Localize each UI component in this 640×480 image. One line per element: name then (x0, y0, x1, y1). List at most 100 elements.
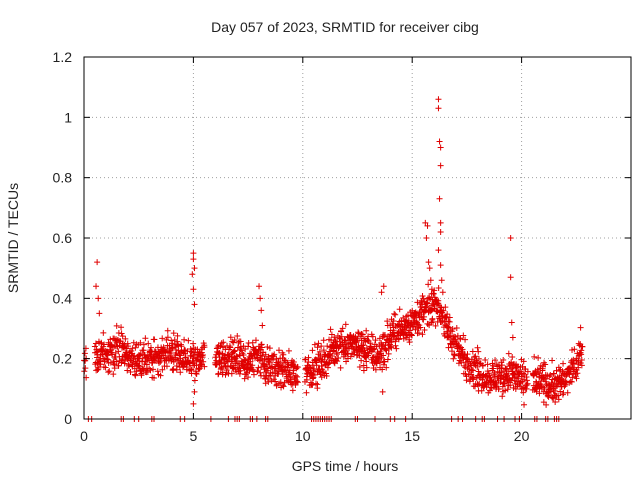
data-point (142, 335, 149, 342)
data-point (420, 295, 427, 302)
data-point (257, 369, 264, 376)
data-point (573, 375, 580, 382)
y-tick-label: 0.4 (53, 290, 73, 306)
data-point-peak (258, 307, 265, 314)
data-point (227, 344, 234, 351)
data-point (507, 382, 514, 389)
data-point (137, 339, 144, 346)
data-point (365, 350, 372, 357)
data-point (129, 361, 136, 368)
data-point (196, 366, 203, 373)
data-point (81, 350, 88, 357)
data-point-peak (191, 301, 198, 308)
data-point (452, 333, 459, 340)
data-point (135, 362, 142, 369)
data-point (531, 353, 538, 360)
data-point (265, 365, 272, 372)
data-point (388, 344, 395, 351)
data-point (513, 364, 520, 371)
data-point (542, 361, 549, 368)
data-point (520, 358, 527, 365)
data-point-peak (507, 235, 514, 241)
data-point (294, 364, 301, 371)
data-point-peak (257, 295, 264, 302)
data-point (543, 401, 550, 408)
data-point (363, 327, 370, 334)
data-point (91, 343, 98, 350)
data-point-peak (190, 256, 197, 263)
data-point (175, 342, 182, 349)
data-point (435, 284, 442, 291)
data-point (174, 332, 181, 339)
data-point (444, 323, 451, 330)
data-point (484, 361, 491, 368)
data-point (578, 347, 585, 354)
data-point (523, 382, 530, 389)
data-point (462, 336, 469, 343)
data-point (94, 366, 101, 373)
x-tick-label: 20 (514, 428, 530, 444)
data-point (274, 359, 281, 366)
data-point (569, 374, 576, 381)
data-point (115, 362, 122, 369)
data-point (564, 389, 571, 396)
data-point (381, 358, 388, 365)
data-point (170, 366, 177, 373)
data-point (128, 348, 135, 355)
data-point (272, 378, 279, 385)
y-tick-label: 0.6 (53, 230, 73, 246)
data-point (578, 362, 585, 369)
data-point (104, 356, 111, 363)
data-point (463, 377, 470, 384)
data-point (234, 333, 241, 340)
data-point (187, 366, 194, 373)
data-point (323, 372, 330, 379)
data-point (538, 383, 545, 390)
data-point (118, 324, 125, 331)
data-point (249, 339, 256, 346)
data-point (181, 347, 188, 354)
data-point (271, 351, 278, 358)
data-point (199, 354, 206, 361)
data-point (168, 337, 175, 344)
data-point (396, 306, 403, 313)
data-point (103, 355, 110, 362)
data-point (501, 380, 508, 387)
data-point (524, 380, 531, 387)
data-point (552, 398, 559, 405)
data-point (218, 365, 225, 372)
data-point (292, 372, 299, 379)
data-point (303, 376, 310, 383)
data-point (277, 379, 284, 386)
data-point (113, 358, 120, 365)
data-point (356, 352, 363, 359)
data-point (110, 371, 117, 378)
data-point (145, 340, 152, 347)
data-point (483, 373, 490, 380)
data-point (482, 356, 489, 363)
data-point (500, 380, 507, 387)
data-point (356, 363, 363, 370)
data-point-peak (93, 283, 100, 290)
data-point (280, 351, 287, 358)
data-point (262, 380, 269, 387)
data-point (280, 383, 287, 390)
data-point (281, 367, 288, 374)
data-point (556, 375, 563, 382)
data-point (378, 355, 385, 362)
data-point (488, 384, 495, 391)
data-point-peak (437, 228, 444, 235)
data-point (370, 346, 377, 353)
data-point (379, 366, 386, 373)
x-tick-label: 5 (190, 428, 198, 444)
data-point (105, 369, 112, 376)
data-point (449, 325, 456, 332)
data-point (392, 342, 399, 349)
data-point (159, 366, 166, 373)
data-point (504, 386, 511, 393)
data-point (524, 368, 531, 375)
data-point (196, 365, 203, 372)
data-point (470, 367, 477, 374)
data-point (475, 355, 482, 362)
